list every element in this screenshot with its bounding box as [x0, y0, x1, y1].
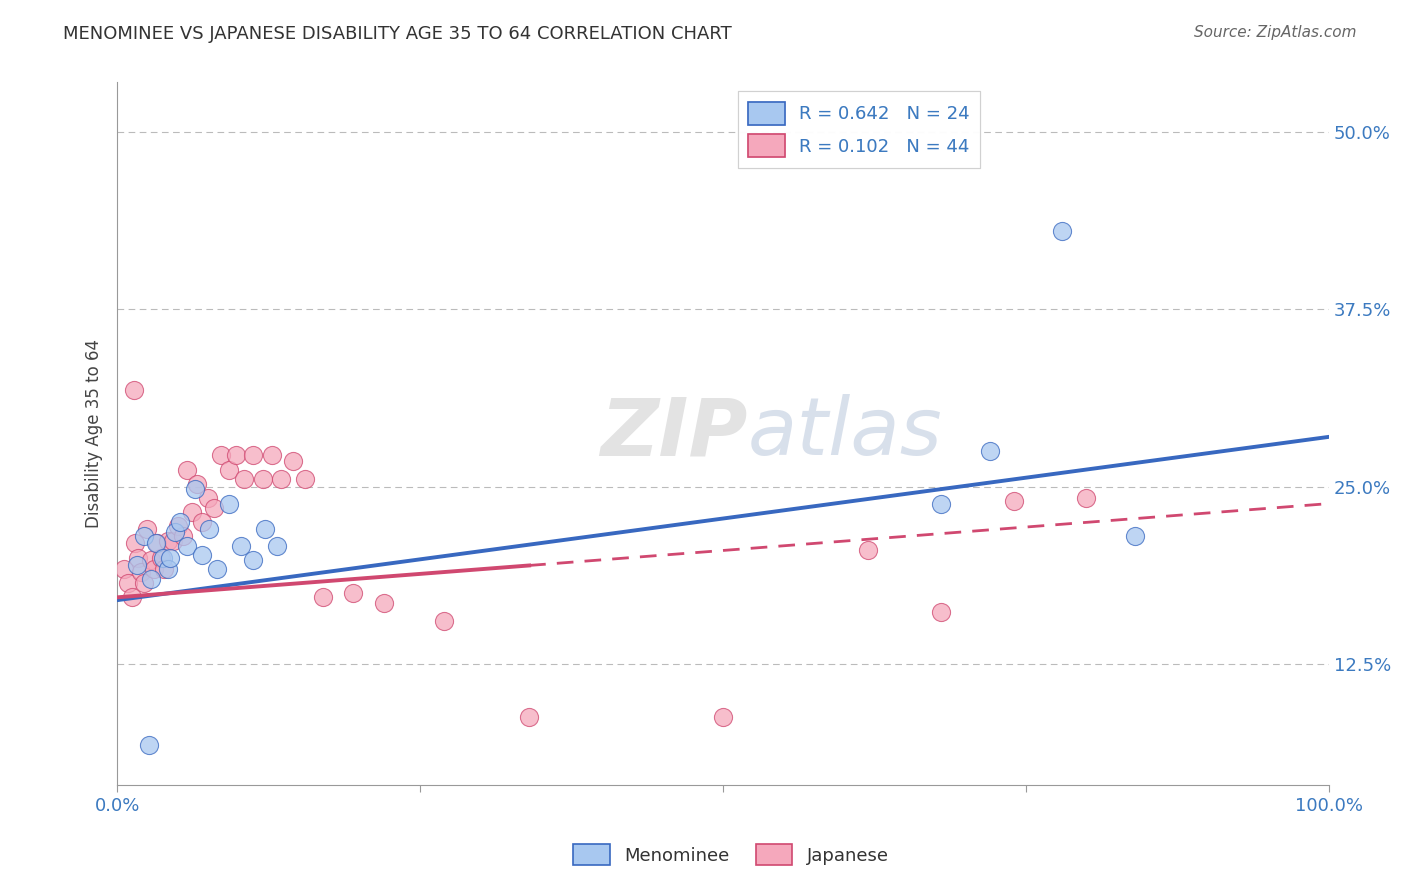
- Point: [136, 522, 159, 536]
- Point: [197, 491, 219, 505]
- Point: [131, 565, 153, 579]
- Point: [169, 515, 191, 529]
- Point: [373, 596, 395, 610]
- Point: [711, 709, 734, 723]
- Point: [929, 497, 952, 511]
- Point: [132, 529, 155, 543]
- Point: [127, 550, 149, 565]
- Point: [225, 448, 247, 462]
- Point: [117, 576, 139, 591]
- Point: [294, 473, 316, 487]
- Point: [198, 522, 221, 536]
- Point: [114, 562, 136, 576]
- Point: [172, 529, 194, 543]
- Y-axis label: Disability Age 35 to 64: Disability Age 35 to 64: [86, 339, 103, 528]
- Point: [205, 562, 228, 576]
- Point: [191, 548, 214, 562]
- Point: [132, 576, 155, 591]
- Point: [233, 473, 256, 487]
- Point: [157, 533, 180, 548]
- Text: MENOMINEE VS JAPANESE DISABILITY AGE 35 TO 64 CORRELATION CHART: MENOMINEE VS JAPANESE DISABILITY AGE 35 …: [63, 25, 733, 43]
- Point: [218, 462, 240, 476]
- Point: [242, 553, 264, 567]
- Point: [138, 738, 160, 752]
- Point: [281, 454, 304, 468]
- Point: [858, 543, 880, 558]
- Point: [209, 448, 232, 462]
- Point: [270, 473, 292, 487]
- Point: [312, 591, 335, 605]
- Point: [1050, 224, 1073, 238]
- Point: [176, 539, 198, 553]
- Point: [124, 536, 146, 550]
- Point: [149, 550, 172, 565]
- Point: [181, 505, 204, 519]
- Point: [433, 615, 456, 629]
- Legend: Menominee, Japanese: Menominee, Japanese: [567, 837, 896, 872]
- Point: [266, 539, 288, 553]
- Point: [929, 605, 952, 619]
- Point: [166, 519, 188, 533]
- Point: [342, 586, 364, 600]
- Point: [262, 448, 284, 462]
- Point: [145, 536, 167, 550]
- Point: [139, 572, 162, 586]
- Point: [162, 533, 184, 548]
- Point: [125, 558, 148, 572]
- Point: [1076, 491, 1098, 505]
- Point: [253, 522, 276, 536]
- Point: [153, 562, 176, 576]
- Point: [218, 497, 240, 511]
- Point: [146, 536, 169, 550]
- Point: [176, 462, 198, 476]
- Point: [202, 500, 225, 515]
- Point: [142, 562, 165, 576]
- Point: [979, 444, 1001, 458]
- Text: ZIP: ZIP: [600, 394, 747, 473]
- Point: [157, 562, 180, 576]
- Point: [186, 476, 208, 491]
- Point: [183, 483, 205, 497]
- Text: atlas: atlas: [747, 394, 942, 473]
- Point: [517, 709, 540, 723]
- Point: [159, 550, 181, 565]
- Point: [121, 591, 143, 605]
- Point: [242, 448, 264, 462]
- Point: [152, 550, 174, 565]
- Point: [191, 515, 214, 529]
- Point: [122, 383, 145, 397]
- Legend: R = 0.642   N = 24, R = 0.102   N = 44: R = 0.642 N = 24, R = 0.102 N = 44: [738, 91, 980, 168]
- Point: [139, 553, 162, 567]
- Point: [1002, 493, 1025, 508]
- Point: [165, 524, 187, 539]
- Point: [1123, 529, 1146, 543]
- Text: Source: ZipAtlas.com: Source: ZipAtlas.com: [1194, 25, 1357, 40]
- Point: [252, 473, 274, 487]
- Point: [229, 539, 252, 553]
